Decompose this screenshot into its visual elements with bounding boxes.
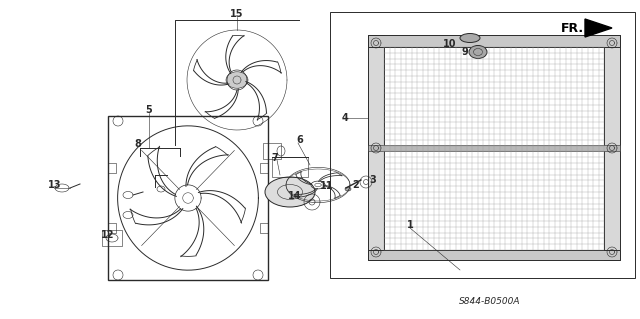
Bar <box>108 163 116 173</box>
Bar <box>272 157 308 177</box>
Text: 10: 10 <box>444 39 457 49</box>
Text: 15: 15 <box>230 9 244 19</box>
Text: 4: 4 <box>342 113 348 123</box>
Text: 3: 3 <box>370 175 376 185</box>
Polygon shape <box>585 19 612 37</box>
Text: 11: 11 <box>320 181 333 191</box>
Text: 6: 6 <box>296 135 303 145</box>
Bar <box>108 116 268 280</box>
Bar <box>108 223 116 233</box>
Text: FR.: FR. <box>561 21 584 34</box>
Bar <box>368 250 620 260</box>
Text: 1: 1 <box>406 220 413 230</box>
Text: 9: 9 <box>461 47 468 57</box>
Bar <box>102 230 122 246</box>
Bar <box>263 143 281 159</box>
Text: 14: 14 <box>288 191 301 201</box>
Bar <box>384 47 604 250</box>
Bar <box>368 35 384 260</box>
Ellipse shape <box>460 33 480 42</box>
Bar <box>260 223 268 233</box>
Bar <box>368 35 620 47</box>
Bar <box>604 35 620 260</box>
Text: 13: 13 <box>48 180 61 190</box>
Text: 8: 8 <box>134 139 141 149</box>
Text: 12: 12 <box>101 230 115 240</box>
Ellipse shape <box>345 187 351 191</box>
Ellipse shape <box>265 177 315 207</box>
Text: S844-B0500A: S844-B0500A <box>460 298 521 307</box>
Bar <box>368 145 620 151</box>
Bar <box>260 163 268 173</box>
Bar <box>330 12 635 278</box>
Text: 5: 5 <box>146 105 152 115</box>
Ellipse shape <box>226 72 248 88</box>
Text: 2: 2 <box>353 180 360 190</box>
Ellipse shape <box>469 46 487 58</box>
Text: 7: 7 <box>271 153 278 163</box>
